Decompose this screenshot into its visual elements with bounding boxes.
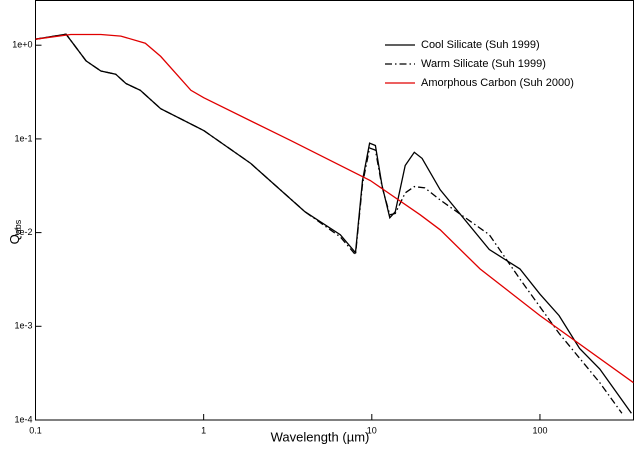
y-tick-label: 1e-1 (14, 133, 32, 143)
y-tick-label: 1e-3 (14, 321, 32, 331)
y-tick-label: 1e-4 (14, 414, 32, 424)
data-line (35, 33, 634, 384)
y-axis-label: Qabs (7, 219, 23, 244)
legend-label: Cool Silicate (Suh 1999) (421, 39, 540, 51)
x-tick-label: 100 (532, 425, 547, 435)
x-tick-label: 0.1 (29, 425, 42, 435)
y-label-sub: abs (13, 219, 23, 234)
legend-label: Amorphous Carbon (Suh 2000) (421, 77, 574, 89)
y-label-main: Q (7, 234, 22, 244)
legend-label: Warm Silicate (Suh 1999) (421, 58, 546, 70)
y-tick-label: 1e-2 (14, 227, 32, 237)
x-tick-label: 10 (367, 425, 377, 435)
data-line (35, 33, 623, 414)
x-tick-label: 1 (201, 425, 206, 435)
data-line (35, 33, 632, 414)
x-axis-label: Wavelength (µm) (271, 429, 370, 444)
y-tick-label: 1e+0 (12, 40, 32, 50)
